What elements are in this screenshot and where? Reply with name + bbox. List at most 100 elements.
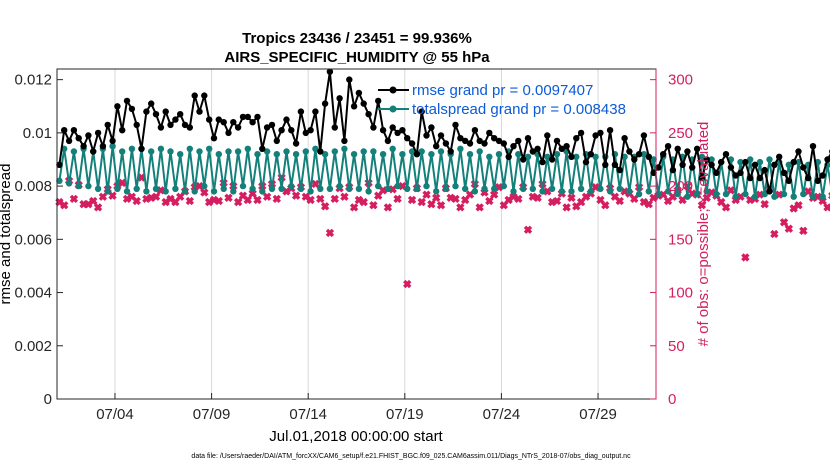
rmse-point (539, 158, 546, 166)
rmse-point (568, 153, 575, 160)
totalspread-point (259, 188, 266, 195)
rmse-point (703, 156, 710, 163)
rmse-point (471, 127, 479, 134)
rmse-point (186, 124, 193, 131)
totalspread-point (616, 185, 623, 192)
rmse-point (162, 108, 169, 115)
totalspread-point (283, 148, 290, 155)
rmse-point (640, 132, 648, 139)
rmse-point (442, 140, 450, 147)
totalspread-point (104, 188, 111, 195)
rmse-point (225, 129, 232, 137)
totalspread-point (606, 188, 614, 195)
rmse-point (582, 158, 590, 166)
obs-marker (200, 188, 209, 197)
obs-marker (132, 196, 141, 206)
totalspread-point (65, 180, 73, 187)
obs-marker (615, 196, 624, 206)
totalspread-point (650, 156, 657, 163)
totalspread-point (408, 148, 416, 155)
obs-marker (451, 194, 460, 204)
obs-marker (630, 194, 639, 204)
obs-marker (224, 193, 233, 202)
rmse-point (278, 127, 285, 134)
obs-marker (60, 201, 69, 210)
rmse-point (394, 129, 401, 137)
totalspread-point (684, 193, 691, 200)
rmse-point (457, 135, 464, 142)
obs-marker (93, 203, 103, 212)
rmse-point (239, 113, 247, 121)
rmse-point (751, 161, 759, 168)
obs-marker (770, 229, 779, 239)
totalspread-point (292, 151, 300, 158)
rmse-point (326, 68, 334, 75)
rmse-point (466, 140, 474, 147)
obs-marker (122, 194, 132, 204)
rmse-point (510, 143, 517, 150)
totalspread-point (708, 156, 715, 163)
rmse-point (259, 145, 266, 152)
obs-marker (427, 200, 436, 209)
y2-tick-label: 50 (668, 338, 685, 355)
rmse-point (408, 140, 416, 147)
obs-marker (176, 192, 185, 201)
rmse-point (350, 103, 358, 110)
totalspread-point (307, 188, 314, 195)
obs-marker (320, 202, 330, 211)
rmse-point (776, 153, 783, 160)
rmse-point (273, 137, 280, 145)
rmse-point (761, 166, 768, 174)
totalspread-point (529, 185, 536, 192)
rmse-point (399, 127, 406, 134)
rmse-point (191, 92, 198, 99)
rmse-point (157, 124, 165, 131)
totalspread-point (626, 188, 633, 195)
totalspread-point (172, 185, 179, 192)
rmse-point (288, 127, 295, 134)
rmse-point (341, 137, 348, 145)
rmse-point (210, 135, 218, 142)
rmse-point (766, 188, 773, 195)
totalspread-point (795, 158, 802, 166)
totalspread-point (481, 185, 488, 192)
rmse-point (732, 172, 739, 179)
plot-frame (56, 68, 657, 400)
totalspread-point (249, 185, 256, 192)
rmse-point (785, 177, 792, 184)
totalspread-point (495, 151, 503, 158)
rmse-point (109, 137, 116, 145)
rmse-point (780, 169, 788, 176)
totalspread-point (558, 188, 565, 195)
totalspread-point (645, 188, 652, 195)
totalspread-point (288, 182, 295, 190)
rmse-point (220, 119, 227, 126)
totalspread-point (462, 185, 469, 192)
totalspread-point (785, 161, 792, 168)
rmse-point (544, 132, 551, 139)
totalspread-point (664, 188, 672, 195)
rmse-point (747, 174, 754, 182)
rmse-point (181, 121, 189, 129)
totalspread-point (771, 193, 778, 200)
totalspread-point (191, 188, 198, 195)
totalspread-point (360, 148, 367, 155)
rmse-point (447, 148, 454, 155)
totalspread-point (394, 182, 401, 190)
obs-marker (432, 193, 441, 202)
totalspread-point (186, 145, 193, 152)
rmse-point (437, 132, 445, 139)
totalspread-point (167, 148, 174, 155)
rmse-point (650, 169, 657, 176)
obs-marker (98, 192, 108, 201)
totalspread-point (510, 188, 517, 195)
totalspread-point (321, 151, 329, 158)
obs-marker (702, 193, 711, 202)
x-tick-label: 07/04 (96, 406, 134, 423)
rmse-point (587, 151, 594, 158)
obs-marker (721, 203, 731, 212)
rmse-point (515, 137, 522, 145)
obs-marker (330, 194, 339, 204)
obs-marker (533, 193, 542, 202)
